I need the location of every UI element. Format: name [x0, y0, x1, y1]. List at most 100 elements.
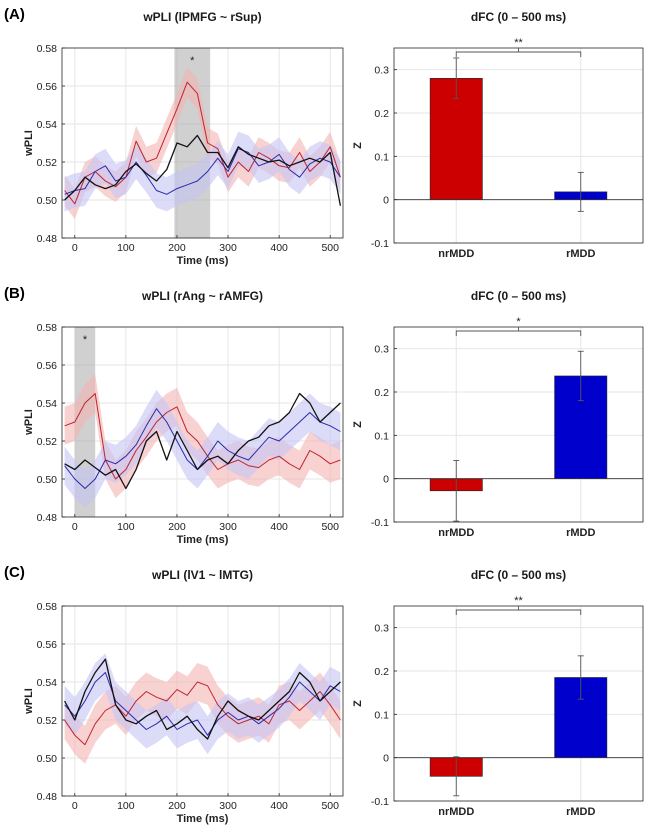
x-axis-label: Time (ms) — [177, 813, 229, 825]
y-axis-label: Z — [352, 421, 364, 428]
series-line-black — [64, 134, 342, 206]
series-line-red — [64, 393, 341, 480]
y-tick-label: 0.58 — [37, 322, 58, 334]
y-tick-label: 0.56 — [37, 360, 58, 372]
chart-title: wPLI (rAng ~ rAMFG) — [141, 289, 263, 303]
chart-title: wPLI (lV1 ~ lMTG) — [151, 568, 253, 582]
category-label: nrMDD — [438, 806, 474, 818]
significance-bracket — [455, 327, 582, 336]
x-tick-label: 300 — [219, 800, 237, 812]
confidence-band-red — [64, 374, 341, 498]
x-axis-label: Time (ms) — [177, 255, 229, 267]
y-tick-label: 0.52 — [37, 436, 58, 448]
significance-bracket — [455, 606, 582, 615]
y-tick-label: 0.2 — [374, 387, 389, 399]
x-tick-label: 0 — [72, 521, 78, 533]
x-tick-label: 100 — [117, 521, 135, 533]
significance-marker: * — [190, 55, 195, 67]
x-tick-label: 500 — [321, 800, 339, 812]
wpli-time-chart: wPLI (lV1 ~ lMTG) 0 100 200 300 400 500 0.48 0.5… — [23, 568, 344, 825]
x-tick-label: 0 — [72, 242, 78, 254]
y-tick-label: 0.52 — [37, 715, 58, 727]
panel-2: (B) wPLI (rAng ~ rAMFG) * 0 100 200 300 400 500 0… — [4, 285, 644, 546]
y-tick-label: 0.48 — [37, 512, 58, 524]
y-tick-label: 0.58 — [37, 601, 58, 613]
series-line-blue — [64, 672, 341, 736]
series-line-red — [64, 81, 341, 205]
y-tick-label: 0.56 — [37, 81, 58, 93]
y-tick-label: 0.50 — [37, 195, 58, 207]
wpli-time-chart: wPLI (lPMFG ~ rSup) * 0 100 200 300 400 500 0.48… — [23, 10, 344, 267]
x-tick-label: 100 — [117, 242, 135, 254]
series-line-blue — [64, 148, 341, 195]
y-tick-label: 0.50 — [37, 753, 58, 765]
x-tick-label: 300 — [219, 521, 237, 533]
y-tick-label: 0.56 — [37, 639, 58, 651]
y-tick-label: 0.50 — [37, 474, 58, 486]
x-tick-label: 400 — [270, 242, 288, 254]
chart-title: dFC (0 – 500 ms) — [471, 10, 566, 24]
series-line-blue — [64, 408, 341, 489]
wpli-time-chart: wPLI (rAng ~ rAMFG) * 0 100 200 300 400 500 0.48… — [23, 289, 344, 546]
y-tick-label: -0.1 — [371, 238, 389, 250]
y-tick-label: 0.52 — [37, 157, 58, 169]
y-tick-label: 0 — [383, 474, 389, 486]
y-tick-label: 0 — [383, 753, 389, 765]
y-tick-label: 0.3 — [374, 344, 389, 356]
panel-3: (C) wPLI (lV1 ~ lMTG) 0 100 200 300 400 500 0.48… — [4, 564, 644, 825]
y-tick-label: 0.2 — [374, 108, 389, 120]
y-tick-label: 0.48 — [37, 233, 58, 245]
confidence-band-blue — [64, 653, 341, 755]
y-tick-label: 0.1 — [374, 430, 389, 442]
y-axis-label: Z — [352, 142, 364, 149]
y-axis-label: wPLI — [23, 688, 35, 715]
y-tick-label: 0 — [383, 195, 389, 207]
confidence-band-red — [64, 663, 341, 764]
x-tick-label: 500 — [321, 521, 339, 533]
x-tick-label: 200 — [168, 242, 186, 254]
dfc-bar-chart: dFC (0 – 500 ms) -0.1 0 0.1 0.2 0.3 nrMDD rMDD Z… — [352, 10, 644, 260]
x-tick-label: 500 — [321, 242, 339, 254]
category-label: nrMDD — [438, 527, 474, 539]
series-line-black — [64, 658, 341, 740]
category-label: nrMDD — [438, 248, 474, 260]
y-axis-label: wPLI — [23, 130, 35, 157]
chart-title: dFC (0 – 500 ms) — [471, 568, 566, 582]
y-tick-label: -0.1 — [371, 796, 389, 808]
y-axis-label: wPLI — [23, 409, 35, 436]
panel-label: (A) — [4, 6, 25, 23]
x-tick-label: 400 — [270, 800, 288, 812]
y-tick-label: 0.1 — [374, 709, 389, 721]
panel-label: (B) — [4, 285, 25, 302]
chart-title: dFC (0 – 500 ms) — [471, 289, 566, 303]
y-tick-label: 0.54 — [37, 119, 58, 131]
y-tick-label: 0.2 — [374, 666, 389, 678]
series-line-red — [64, 681, 341, 746]
significance-marker: * — [516, 316, 521, 328]
y-tick-label: 0.58 — [37, 43, 58, 55]
panel-label: (C) — [4, 564, 25, 581]
significance-bracket — [455, 48, 582, 57]
x-axis-label: Time (ms) — [177, 534, 229, 546]
dfc-bar-chart: dFC (0 – 500 ms) -0.1 0 0.1 0.2 0.3 nrMDD rMDD Z… — [352, 289, 644, 539]
y-tick-label: 0.54 — [37, 677, 58, 689]
x-tick-label: 200 — [168, 521, 186, 533]
x-tick-label: 300 — [219, 242, 237, 254]
y-tick-label: 0.3 — [374, 623, 389, 635]
y-tick-label: 0.54 — [37, 398, 58, 410]
x-tick-label: 200 — [168, 800, 186, 812]
dfc-bar-chart: dFC (0 – 500 ms) -0.1 0 0.1 0.2 0.3 nrMDD rMDD Z… — [352, 568, 644, 818]
x-tick-label: 400 — [270, 521, 288, 533]
category-label: rMDD — [566, 527, 595, 539]
plot-frame — [61, 47, 344, 239]
category-label: rMDD — [566, 248, 595, 260]
significance-marker: * — [83, 334, 88, 346]
chart-title: wPLI (lPMFG ~ rSup) — [142, 10, 261, 24]
x-tick-label: 100 — [117, 800, 135, 812]
panel-1: (A) wPLI (lPMFG ~ rSup) * 0 100 200 300 400 500 0… — [4, 6, 644, 267]
x-tick-label: 0 — [72, 800, 78, 812]
significance-marker: ** — [514, 595, 523, 607]
y-tick-label: 0.48 — [37, 791, 58, 803]
y-axis-label: Z — [352, 700, 364, 707]
